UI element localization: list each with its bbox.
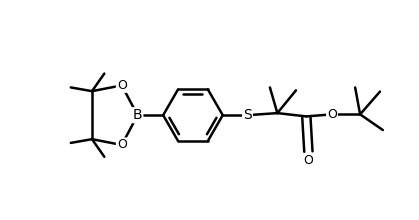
Text: O: O [117,138,127,151]
Text: B: B [133,108,142,122]
Text: S: S [243,108,252,122]
Text: O: O [117,79,127,92]
Text: O: O [327,108,337,121]
Text: O: O [303,154,313,167]
